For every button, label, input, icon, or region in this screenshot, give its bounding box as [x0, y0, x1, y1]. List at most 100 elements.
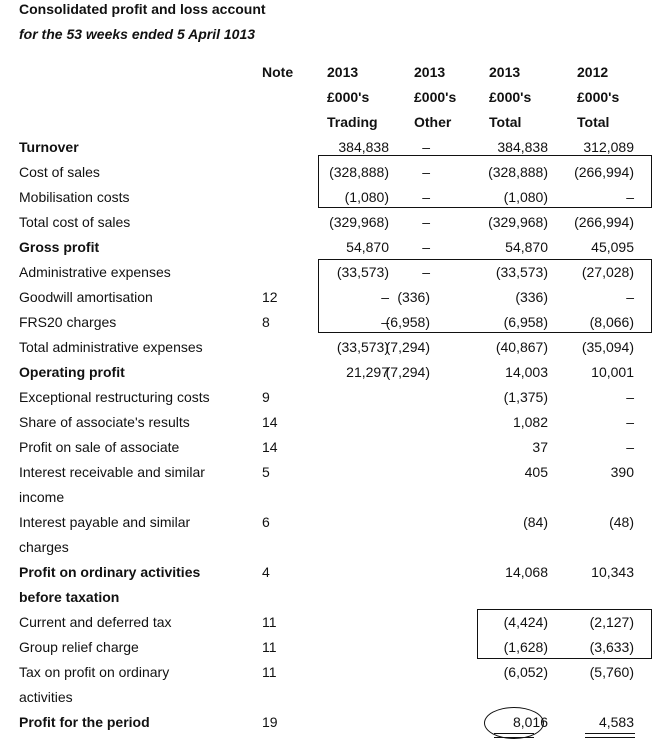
- row-label: Administrative expenses: [19, 264, 171, 280]
- admin-expenses-highlight-box: [318, 259, 652, 333]
- row-note: 8: [262, 314, 270, 330]
- header-unit: £000's: [327, 89, 370, 105]
- row-label: Total administrative expenses: [19, 339, 203, 355]
- double-underline: [585, 733, 635, 738]
- row-value: (329,968): [488, 214, 548, 230]
- row-label: Exceptional restructuring costs: [19, 389, 210, 405]
- row-value: (5,760): [589, 664, 634, 680]
- row-note: 5: [262, 464, 270, 480]
- header-year: 2013: [414, 64, 446, 80]
- row-value: (35,094): [581, 339, 634, 355]
- row-value: (1,628): [503, 639, 548, 655]
- row-note: 12: [262, 289, 278, 305]
- row-value: (7,294): [385, 364, 430, 380]
- row-value: (4,424): [503, 614, 548, 630]
- row-value: 1,082: [512, 414, 548, 430]
- row-value: (336): [397, 289, 430, 305]
- row-note: 14: [262, 414, 278, 430]
- row-value: (266,994): [574, 214, 634, 230]
- row-label: Interest receivable and similar: [19, 464, 205, 480]
- row-value: (6,052): [503, 664, 548, 680]
- row-label: FRS20 charges: [19, 314, 117, 330]
- row-value: 45,095: [591, 239, 634, 255]
- row-value: (266,994): [574, 164, 634, 180]
- row-note: 14: [262, 439, 278, 455]
- row-value: (7,294): [385, 339, 430, 355]
- row-value: 37: [532, 439, 548, 455]
- row-note: 11: [262, 664, 277, 680]
- row-value: –: [422, 189, 430, 205]
- row-value: (84): [523, 514, 548, 530]
- row-label: income: [19, 489, 65, 505]
- row-value: 10,343: [591, 564, 634, 580]
- row-value: 54,870: [346, 239, 389, 255]
- row-value: (328,888): [488, 164, 548, 180]
- row-value: (27,028): [581, 264, 634, 280]
- row-value: –: [381, 289, 389, 305]
- cost-of-sales-highlight-box: [318, 155, 652, 208]
- row-label: Cost of sales: [19, 164, 100, 180]
- row-value: 14,003: [505, 364, 548, 380]
- row-note: 9: [262, 389, 270, 405]
- row-value: –: [626, 289, 634, 305]
- row-label: Interest payable and similar: [19, 514, 191, 530]
- row-value: –: [422, 164, 430, 180]
- row-value: (40,867): [495, 339, 548, 355]
- header-label: Total: [577, 114, 610, 130]
- row-label: Total cost of sales: [19, 214, 131, 230]
- row-value: –: [422, 239, 430, 255]
- row-value: 14,068: [505, 564, 548, 580]
- row-value: (8,066): [589, 314, 634, 330]
- row-value: (48): [609, 514, 634, 530]
- row-label: Profit for the period: [19, 714, 150, 730]
- row-label: activities: [19, 689, 73, 705]
- row-value: 10,001: [591, 364, 634, 380]
- row-value: (6,958): [385, 314, 430, 330]
- row-label: Mobilisation costs: [19, 189, 130, 205]
- row-value: (33,573): [495, 264, 548, 280]
- row-value: 384,838: [497, 139, 548, 155]
- header-label: Total: [489, 114, 522, 130]
- row-value: (33,573): [336, 339, 389, 355]
- row-value: –: [626, 389, 634, 405]
- row-label: Turnover: [19, 139, 79, 155]
- row-label: Tax on profit on ordinary: [19, 664, 170, 680]
- row-note: 4: [262, 564, 270, 580]
- row-label: charges: [19, 539, 69, 555]
- page-title: Consolidated profit and loss account: [19, 1, 266, 17]
- row-value: (336): [515, 289, 548, 305]
- row-value: (6,958): [503, 314, 548, 330]
- row-label: before taxation: [19, 589, 120, 605]
- row-value: (33,573): [336, 264, 389, 280]
- row-value: (1,080): [344, 189, 389, 205]
- row-value: –: [626, 414, 634, 430]
- row-value: (329,968): [329, 214, 389, 230]
- row-value: 21,297: [346, 364, 389, 380]
- row-note: 19: [262, 714, 278, 730]
- row-value: 405: [524, 464, 548, 480]
- profit-highlight-circle: [484, 707, 544, 739]
- row-value: –: [381, 314, 389, 330]
- row-note: 6: [262, 514, 270, 530]
- header-label: Other: [414, 114, 452, 130]
- row-note: 11: [262, 614, 277, 630]
- header-label: Trading: [327, 114, 378, 130]
- row-label: Profit on ordinary activities: [19, 564, 201, 580]
- row-label: Group relief charge: [19, 639, 139, 655]
- row-value: –: [626, 439, 634, 455]
- row-label: Gross profit: [19, 239, 100, 255]
- row-value: 312,089: [583, 139, 634, 155]
- header-note: Note: [262, 64, 294, 80]
- header-year: 2013: [327, 64, 359, 80]
- header-unit: £000's: [577, 89, 620, 105]
- double-underline: [494, 733, 534, 738]
- row-value: 54,870: [505, 239, 548, 255]
- row-value: –: [422, 264, 430, 280]
- row-value: 390: [610, 464, 634, 480]
- row-value: (328,888): [329, 164, 389, 180]
- row-label: Profit on sale of associate: [19, 439, 180, 455]
- row-value: (1,375): [503, 389, 548, 405]
- row-value: –: [422, 139, 430, 155]
- header-year: 2013: [489, 64, 521, 80]
- row-value: (2,127): [589, 614, 634, 630]
